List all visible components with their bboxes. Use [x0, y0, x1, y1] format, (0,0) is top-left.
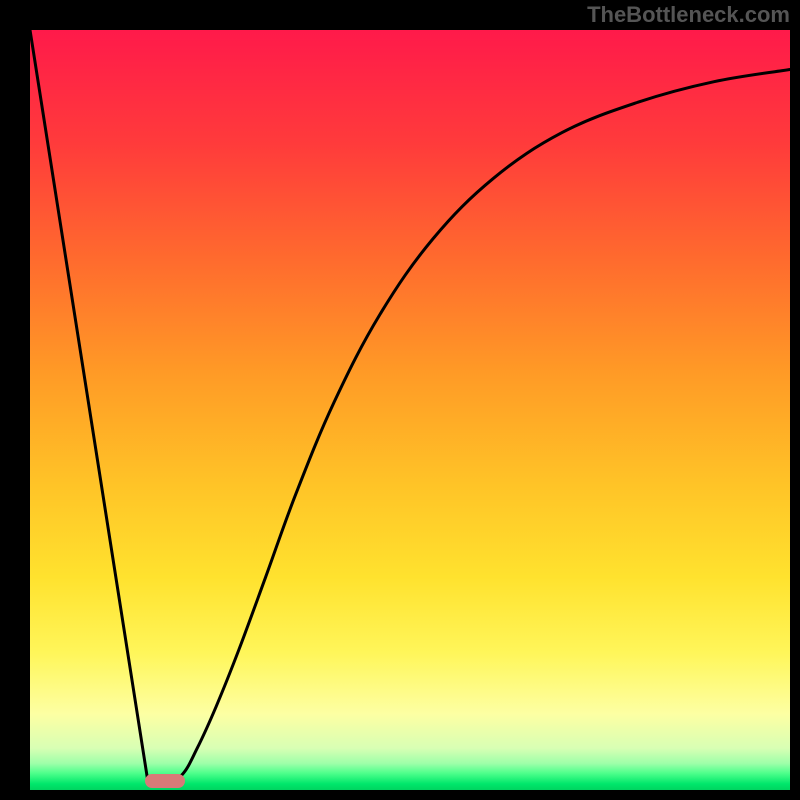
bottleneck-curve	[30, 30, 790, 790]
curve-path	[30, 30, 790, 781]
plot-area	[30, 30, 790, 790]
chart-container: TheBottleneck.com	[0, 0, 800, 800]
optimal-marker	[145, 774, 185, 788]
watermark-text: TheBottleneck.com	[587, 2, 790, 28]
